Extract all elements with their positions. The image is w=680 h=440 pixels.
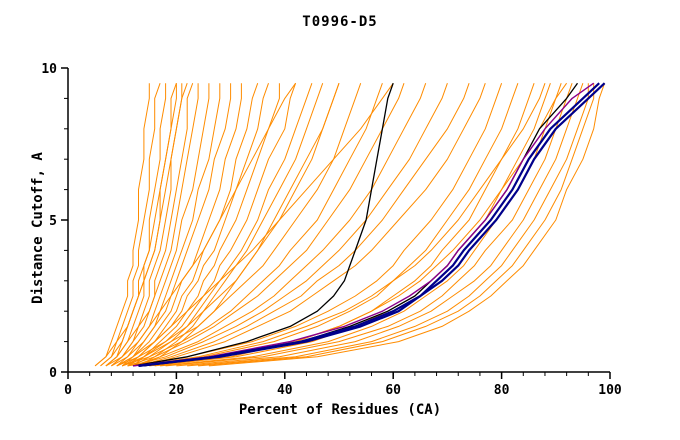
prediction-models-orange-curve — [198, 83, 595, 367]
prediction-models-orange-curve — [116, 83, 232, 367]
prediction-models-orange-curve — [143, 83, 486, 367]
x-tick-label: 20 — [169, 383, 185, 398]
best-model-blue-curve — [138, 82, 600, 367]
y-tick-label: 10 — [41, 62, 57, 77]
reference-black-curve — [132, 82, 394, 367]
prediction-models-orange-curve — [105, 83, 177, 367]
prediction-models-orange-curve — [132, 83, 313, 367]
prediction-models-orange-curve — [111, 82, 297, 367]
prediction-models-orange-curve — [132, 83, 427, 367]
prediction-models-orange-curve — [127, 83, 405, 367]
prediction-models-orange-curve — [121, 83, 259, 367]
reference-purple-curve — [132, 82, 595, 367]
prediction-models-orange-curve — [138, 83, 546, 367]
prediction-models-orange-curve — [94, 83, 150, 367]
y-tick-label: 0 — [49, 366, 57, 381]
best-model-blue-curve — [138, 82, 606, 367]
x-tick-label: 80 — [494, 383, 510, 398]
plot-title: T0996-D5 — [302, 14, 378, 30]
y-tick-label: 5 — [49, 214, 57, 229]
prediction-models-orange-curve — [127, 83, 503, 367]
prediction-models-orange-curve — [111, 83, 199, 367]
y-axis-label: Distance Cutoff, A — [30, 152, 46, 304]
prediction-models-orange-curve — [122, 83, 362, 367]
prediction-models-orange-curve — [187, 83, 589, 367]
prediction-models-orange-curve — [208, 83, 606, 367]
prediction-models-orange-curve — [132, 83, 297, 367]
prediction-models-orange-curve — [138, 83, 340, 367]
prediction-models-orange-curve — [132, 83, 519, 367]
prediction-models-orange-curve — [105, 83, 194, 367]
prediction-models-orange-curve — [176, 83, 584, 367]
prediction-models-orange-curve — [116, 83, 340, 367]
prediction-models-orange-curve — [165, 83, 573, 367]
x-tick-label: 0 — [64, 383, 72, 398]
prediction-models-orange-curve — [160, 83, 562, 367]
prediction-models-orange-curve — [100, 83, 161, 367]
x-tick-label: 100 — [598, 383, 622, 398]
x-tick-label: 60 — [385, 383, 401, 398]
prediction-models-orange-curve — [132, 83, 448, 367]
prediction-models-orange-curve — [116, 82, 394, 367]
x-axis-label: Percent of Residues (CA) — [238, 402, 442, 418]
prediction-models-orange-curve — [138, 83, 470, 367]
prediction-models-orange-curve — [94, 83, 188, 367]
prediction-models-orange-curve — [127, 83, 280, 367]
prediction-models-orange-curve — [122, 83, 383, 367]
x-tick-label: 40 — [277, 383, 293, 398]
